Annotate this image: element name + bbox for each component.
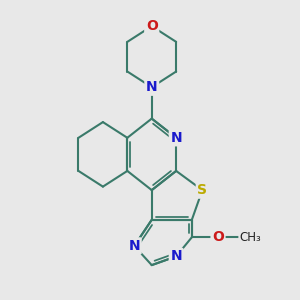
Text: O: O bbox=[146, 19, 158, 33]
Text: O: O bbox=[212, 230, 224, 244]
Text: CH₃: CH₃ bbox=[239, 231, 261, 244]
Text: N: N bbox=[128, 239, 140, 253]
Text: N: N bbox=[170, 131, 182, 145]
Text: S: S bbox=[197, 183, 207, 197]
Text: N: N bbox=[146, 80, 158, 94]
Text: N: N bbox=[170, 249, 182, 263]
